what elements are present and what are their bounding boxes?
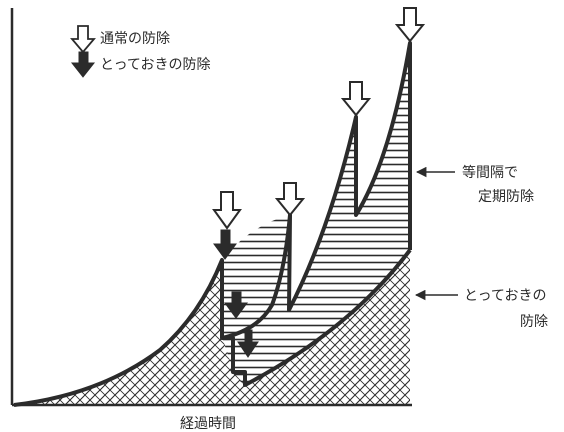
legend-reserve-label: とっておきの防除 <box>100 57 210 73</box>
normal-control-arrow-4 <box>394 7 426 43</box>
legend-solid-arrow-icon <box>70 51 96 78</box>
normal-control-arrow-2 <box>274 182 306 217</box>
sawtooth-region-hatched <box>222 43 410 385</box>
periodic-annotation-line2: 定期防除 <box>478 189 534 205</box>
reserve-control-arrow-3 <box>237 329 259 358</box>
normal-control-arrow-1 <box>212 191 242 230</box>
reserve-control-arrow-1 <box>213 229 237 260</box>
reserve-control-arrow-2 <box>224 291 248 319</box>
legend-outline-arrow-icon <box>70 25 96 54</box>
legend-normal-label: 通常の防除 <box>100 31 170 47</box>
reserve-curve <box>222 248 412 387</box>
reserve-annotation-line2: 防除 <box>520 314 548 330</box>
reserve-region-crosshatched <box>14 250 410 405</box>
sawtooth-curve <box>13 41 412 407</box>
x-axis-label: 経過時間 <box>180 416 236 432</box>
periodic-annotation-line1: 等間隔で <box>462 164 518 181</box>
normal-control-arrow-3 <box>340 81 372 117</box>
reserve-annotation-line1: とっておきの <box>464 288 546 304</box>
